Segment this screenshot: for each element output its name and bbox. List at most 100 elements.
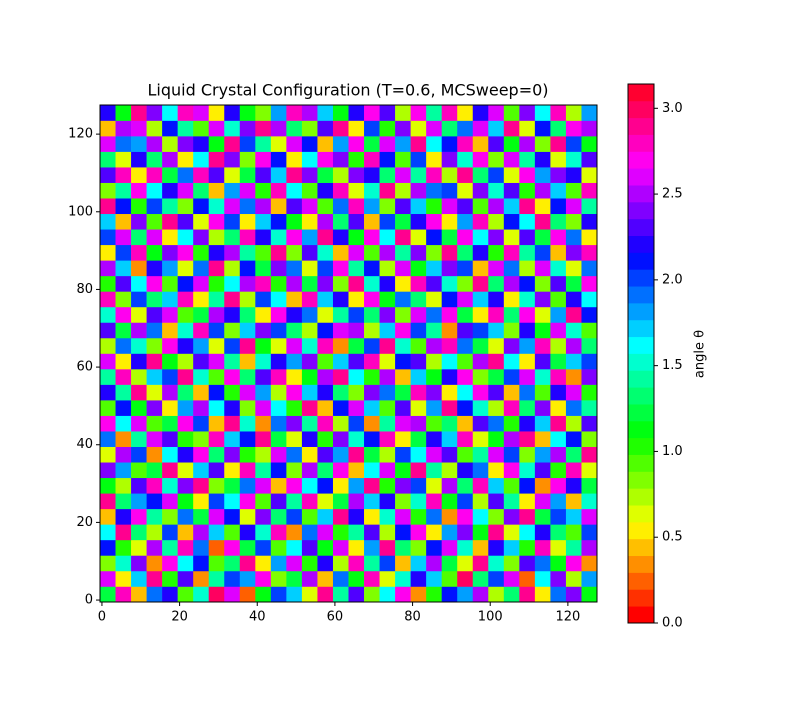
cell	[193, 337, 210, 354]
cell	[534, 446, 551, 463]
cell	[146, 524, 163, 541]
cell	[162, 229, 178, 246]
x-tick-label: 20	[171, 610, 188, 625]
cell	[550, 275, 567, 292]
colorbar-band	[628, 589, 654, 607]
cell	[270, 260, 287, 277]
cell	[426, 493, 442, 510]
cell	[472, 446, 489, 463]
cell	[100, 400, 116, 416]
cell	[208, 570, 225, 587]
cell	[193, 524, 210, 541]
cell	[348, 260, 365, 277]
cell	[332, 136, 349, 152]
cell	[534, 400, 551, 416]
colorbar-band	[628, 235, 654, 253]
cell	[146, 446, 163, 463]
cell	[224, 555, 241, 572]
y-tick-label: 80	[76, 282, 93, 297]
cell	[581, 539, 598, 556]
cell	[581, 446, 598, 463]
cell	[534, 508, 551, 525]
cell	[364, 136, 380, 152]
cell	[100, 105, 116, 121]
cell	[208, 462, 225, 479]
cell	[224, 353, 241, 370]
cell	[115, 555, 132, 572]
cell	[208, 539, 225, 556]
cell	[348, 275, 365, 292]
plot-frame	[99, 104, 598, 603]
colorbar-band	[628, 353, 654, 371]
cell	[379, 120, 396, 137]
cell	[162, 446, 178, 463]
cell	[395, 493, 411, 510]
cell	[286, 322, 303, 339]
cell	[162, 322, 178, 339]
cell	[348, 431, 365, 447]
colorbar-band	[628, 505, 654, 523]
cell	[146, 213, 163, 230]
cell	[441, 167, 458, 183]
cell	[131, 213, 147, 230]
cell	[146, 275, 163, 292]
cell	[317, 493, 334, 510]
cell	[348, 462, 365, 479]
cell	[332, 322, 349, 339]
cell	[115, 182, 132, 199]
cell	[332, 384, 349, 401]
cell	[550, 493, 567, 510]
cell	[364, 524, 380, 541]
cell	[426, 353, 442, 370]
cell	[146, 229, 163, 246]
cell	[457, 415, 474, 432]
y-tick-label: 40	[76, 437, 93, 452]
cell	[395, 384, 411, 401]
cell	[224, 337, 241, 354]
cell	[364, 322, 380, 339]
cell	[565, 229, 582, 246]
cell	[426, 400, 442, 416]
cell	[457, 151, 474, 168]
cell	[457, 260, 474, 277]
cell	[301, 431, 318, 447]
cell	[131, 151, 147, 168]
cell	[224, 198, 241, 215]
cell	[488, 151, 505, 168]
colorbar-band	[628, 471, 654, 489]
cell	[581, 120, 598, 137]
cell	[395, 369, 411, 385]
cell	[364, 337, 380, 354]
cell	[472, 337, 489, 354]
cell	[286, 353, 303, 370]
cell	[208, 322, 225, 339]
cell	[519, 337, 536, 354]
cell	[364, 105, 380, 121]
cell	[177, 400, 194, 416]
y-tick-label: 120	[68, 127, 93, 142]
cell	[286, 136, 303, 152]
cell	[131, 431, 147, 447]
cell	[395, 477, 411, 494]
cell	[565, 400, 582, 416]
heatmap	[100, 105, 598, 603]
cell	[519, 493, 536, 510]
cell	[534, 120, 551, 137]
cell	[131, 182, 147, 199]
cell	[410, 415, 427, 432]
colorbar-band	[628, 538, 654, 557]
cell	[146, 182, 163, 199]
cell	[100, 353, 116, 370]
cell	[208, 105, 225, 121]
cell	[472, 120, 489, 137]
cell	[255, 291, 272, 308]
cell	[457, 198, 474, 215]
cell	[348, 384, 365, 401]
cell	[115, 431, 132, 447]
cell	[131, 198, 147, 215]
cell	[426, 306, 442, 323]
cell	[224, 213, 241, 230]
cell	[131, 446, 147, 463]
cell	[519, 260, 536, 277]
cell	[441, 260, 458, 277]
